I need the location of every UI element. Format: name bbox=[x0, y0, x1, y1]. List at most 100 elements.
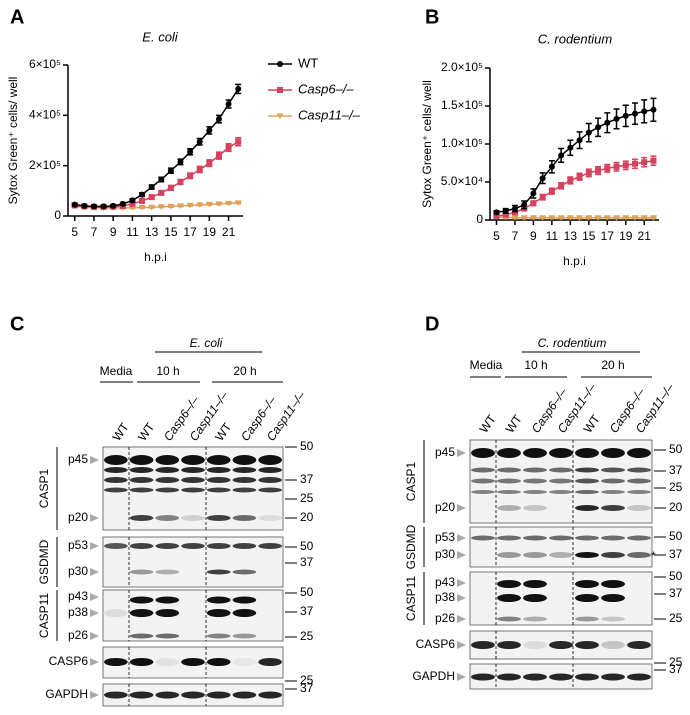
band-label: p20 bbox=[68, 510, 88, 524]
band bbox=[601, 490, 625, 494]
group-label: 10 h bbox=[156, 364, 179, 378]
band bbox=[601, 505, 625, 511]
point bbox=[539, 175, 546, 182]
marker-label: 37 bbox=[300, 604, 314, 618]
marker-label: 50 bbox=[669, 442, 683, 456]
band-label: p26 bbox=[68, 628, 88, 642]
band-arrow bbox=[90, 568, 99, 576]
band bbox=[258, 543, 282, 549]
band bbox=[471, 641, 495, 649]
band bbox=[471, 448, 495, 458]
point bbox=[148, 184, 155, 191]
band-arrow bbox=[457, 579, 466, 587]
point bbox=[576, 215, 584, 221]
band bbox=[129, 569, 154, 575]
panel-letter: D bbox=[425, 313, 439, 335]
blot-strip bbox=[469, 526, 653, 568]
protein-label: GSDMD bbox=[37, 539, 51, 584]
band bbox=[497, 535, 521, 541]
point bbox=[100, 203, 107, 210]
x-tick-label: 21 bbox=[638, 229, 652, 243]
panel-letter: B bbox=[425, 6, 439, 28]
point bbox=[167, 167, 174, 174]
point bbox=[548, 188, 555, 195]
point bbox=[566, 215, 574, 221]
point bbox=[640, 215, 648, 221]
band-label: p38 bbox=[68, 605, 88, 619]
band bbox=[575, 490, 599, 494]
point bbox=[148, 194, 155, 201]
group-label: Media bbox=[470, 358, 503, 372]
band bbox=[181, 515, 205, 521]
band bbox=[497, 448, 521, 458]
point bbox=[158, 176, 165, 183]
band bbox=[523, 490, 547, 494]
band bbox=[627, 467, 651, 473]
lane-label: WT bbox=[581, 412, 604, 436]
point bbox=[206, 160, 213, 167]
point bbox=[148, 204, 156, 211]
band-arrow bbox=[90, 542, 99, 550]
band bbox=[258, 515, 282, 521]
marker-label: 50 bbox=[669, 569, 683, 583]
point bbox=[502, 211, 509, 218]
band-label: p38 bbox=[435, 590, 455, 604]
x-tick-label: 11 bbox=[126, 225, 139, 239]
y-tick-label: 2×10⁵ bbox=[29, 158, 61, 172]
chart-title: C. rodentium bbox=[538, 31, 613, 46]
marker-label: 25 bbox=[669, 611, 683, 625]
band bbox=[471, 535, 495, 541]
band bbox=[181, 455, 205, 465]
y-tick-label: 5.0×10⁴ bbox=[441, 174, 483, 188]
band bbox=[155, 543, 180, 549]
point bbox=[649, 215, 657, 221]
point bbox=[613, 163, 620, 170]
band-label: p30 bbox=[68, 564, 88, 578]
x-tick-label: 17 bbox=[601, 229, 615, 243]
band bbox=[232, 455, 257, 465]
point bbox=[493, 209, 500, 216]
point bbox=[90, 203, 97, 210]
band bbox=[575, 552, 599, 558]
band bbox=[627, 641, 651, 649]
series-line bbox=[496, 159, 654, 217]
marker-label: 37 bbox=[669, 463, 683, 477]
band bbox=[549, 448, 573, 458]
band-label: p20 bbox=[435, 500, 455, 514]
panel-letter: C bbox=[10, 313, 24, 335]
band bbox=[206, 543, 231, 549]
marker-label: 37 bbox=[300, 555, 314, 569]
band-label: p30 bbox=[435, 547, 455, 561]
x-tick-label: 13 bbox=[145, 225, 159, 239]
band bbox=[575, 448, 599, 458]
point bbox=[187, 172, 194, 179]
marker-label: 37 bbox=[669, 662, 683, 676]
y-tick-label: 1.5×10⁵ bbox=[441, 98, 483, 112]
band bbox=[601, 552, 625, 558]
point bbox=[558, 152, 565, 159]
x-tick-label: 9 bbox=[530, 229, 537, 243]
band bbox=[601, 535, 625, 541]
marker-label: 20 bbox=[669, 500, 683, 514]
series-line bbox=[74, 141, 239, 208]
point bbox=[129, 197, 136, 204]
point bbox=[234, 200, 242, 206]
band bbox=[497, 616, 521, 622]
band bbox=[206, 658, 231, 666]
band bbox=[575, 580, 599, 588]
band bbox=[523, 580, 547, 588]
band bbox=[601, 448, 625, 458]
y-tick-label: 1.0×10⁵ bbox=[441, 136, 483, 150]
band bbox=[232, 691, 257, 699]
point bbox=[110, 202, 117, 209]
point bbox=[119, 200, 126, 207]
point bbox=[167, 184, 174, 191]
band bbox=[575, 594, 599, 602]
band bbox=[601, 616, 625, 622]
band bbox=[627, 505, 651, 511]
band bbox=[497, 673, 521, 681]
band bbox=[155, 658, 180, 666]
x-tick-label: 15 bbox=[164, 225, 178, 239]
band bbox=[104, 658, 128, 666]
band bbox=[232, 633, 257, 639]
